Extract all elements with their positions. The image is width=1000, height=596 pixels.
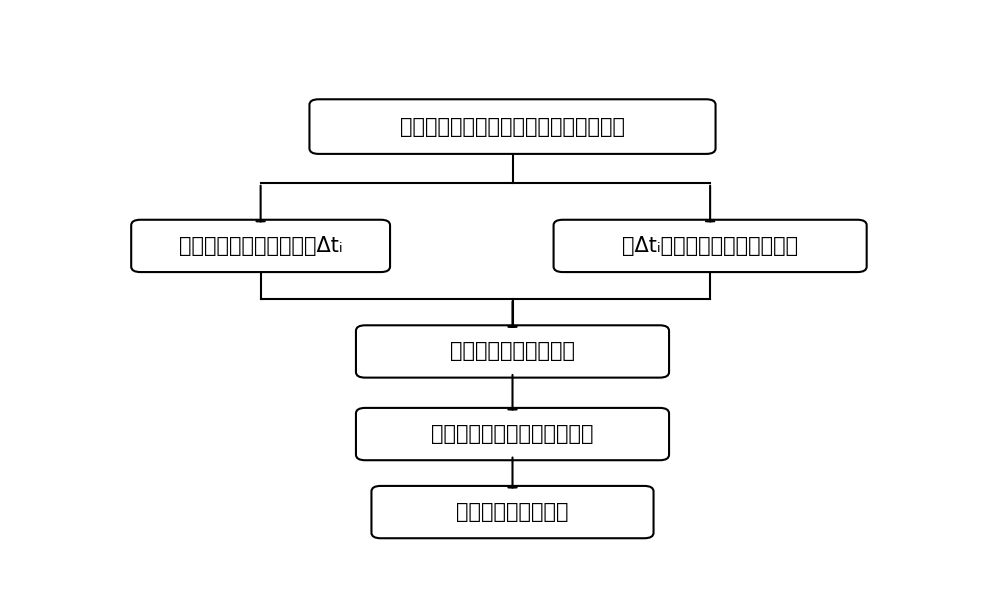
Text: 下次单粒子效应发生的时间点: 下次单粒子效应发生的时间点 <box>431 424 594 444</box>
FancyBboxPatch shape <box>131 220 390 272</box>
Text: 在Δtᵢ内发生单粒子效应的次数: 在Δtᵢ内发生单粒子效应的次数 <box>622 236 798 256</box>
Text: 单粒子效应率预估模型: 单粒子效应率预估模型 <box>450 342 575 361</box>
FancyBboxPatch shape <box>356 325 669 378</box>
Text: 单粒子效应发的时间间隔Δtᵢ: 单粒子效应发的时间间隔Δtᵢ <box>179 236 342 256</box>
FancyBboxPatch shape <box>554 220 867 272</box>
FancyBboxPatch shape <box>309 100 716 154</box>
FancyBboxPatch shape <box>356 408 669 460</box>
FancyBboxPatch shape <box>371 486 654 538</box>
Text: 设置相同的地面重离子加速辐照实验条件: 设置相同的地面重离子加速辐照实验条件 <box>400 117 625 136</box>
Text: 预估单粒子效应截面: 预估单粒子效应截面 <box>456 502 569 522</box>
